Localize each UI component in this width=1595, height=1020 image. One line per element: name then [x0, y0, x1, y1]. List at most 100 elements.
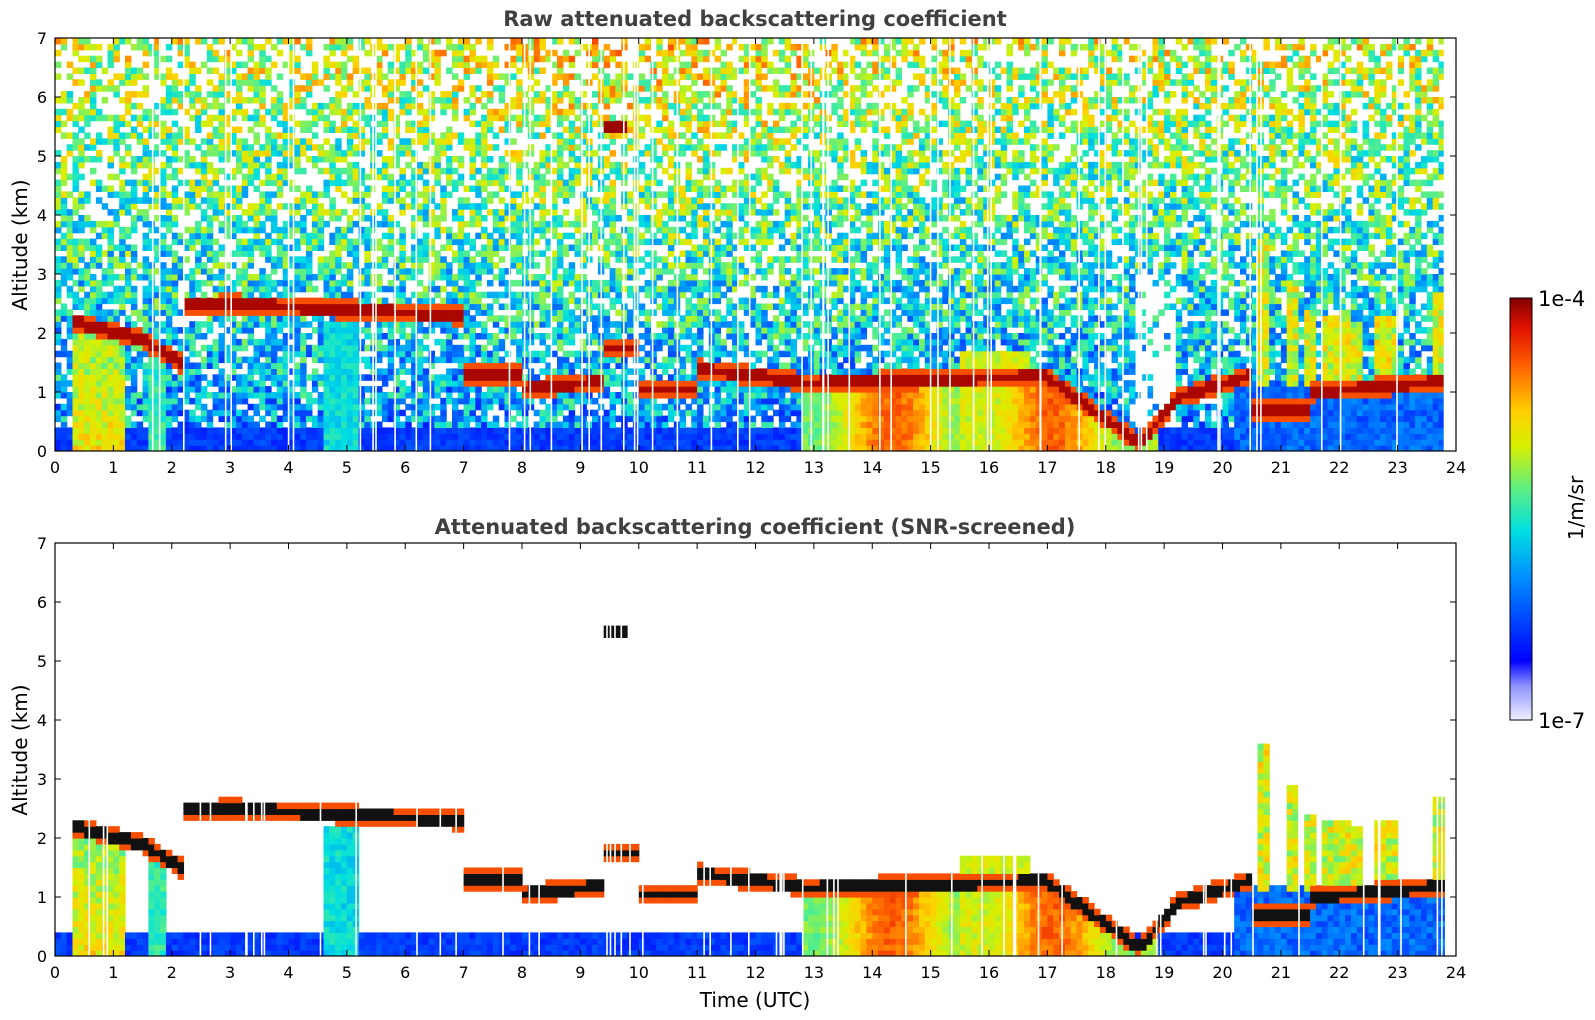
- heatmap-cell: [241, 338, 249, 346]
- heatmap-cell: [206, 67, 214, 74]
- heatmap-cell: [125, 350, 132, 358]
- heatmap-cell: [282, 203, 290, 210]
- heatmap-cell: [119, 156, 126, 163]
- heatmap-cell: [241, 392, 249, 399]
- heatmap-cell: [72, 291, 79, 299]
- heatmap-cell: [463, 291, 471, 299]
- heatmap-cell: [440, 433, 447, 440]
- heatmap-cell: [66, 209, 74, 216]
- heatmap-cell: [492, 445, 500, 451]
- heatmap-cell: [148, 268, 155, 275]
- heatmap-cell: [446, 380, 453, 387]
- heatmap-cell: [154, 291, 161, 299]
- heatmap-cell: [335, 268, 342, 275]
- heatmap-cell: [428, 315, 436, 322]
- heatmap-cell: [154, 415, 161, 423]
- heatmap-cell: [387, 279, 395, 287]
- heatmap-cell: [294, 439, 301, 446]
- heatmap-cell: [78, 344, 85, 352]
- heatmap-cell: [510, 333, 517, 340]
- heatmap-cell: [475, 392, 482, 399]
- heatmap-cell: [364, 309, 371, 316]
- heatmap-cell: [481, 185, 488, 192]
- heatmap-cell: [90, 368, 97, 375]
- heatmap-cell: [405, 297, 412, 305]
- heatmap-cell: [615, 120, 622, 128]
- heatmap-cell: [446, 132, 453, 139]
- heatmap-cell: [189, 61, 196, 69]
- heatmap-cell: [452, 209, 459, 216]
- heatmap-cell: [95, 61, 103, 69]
- heatmap-cell: [557, 179, 564, 187]
- heatmap-cell: [609, 421, 617, 428]
- heatmap-cell: [516, 232, 523, 240]
- heatmap-cell: [341, 315, 348, 322]
- heatmap-cell: [218, 409, 225, 417]
- heatmap-cell: [259, 303, 266, 310]
- heatmap-cell: [259, 274, 266, 281]
- heatmap-cell: [615, 238, 622, 246]
- heatmap-cell: [481, 397, 488, 405]
- heatmap-cell: [218, 427, 225, 434]
- heatmap-cell: [247, 279, 255, 287]
- heatmap-cell: [475, 150, 482, 157]
- heatmap-cell: [638, 97, 646, 104]
- heatmap-cell: [422, 356, 430, 364]
- heatmap-cell: [317, 167, 325, 175]
- heatmap-cell: [592, 102, 599, 110]
- heatmap-cell: [154, 132, 161, 139]
- heatmap-cell: [533, 79, 541, 86]
- heatmap-cell: [387, 191, 395, 198]
- heatmap-cell: [265, 238, 272, 246]
- heatmap-cell: [142, 362, 150, 369]
- heatmap-cell: [440, 91, 447, 98]
- heatmap-cell: [317, 303, 325, 310]
- heatmap-cell: [411, 97, 418, 104]
- heatmap-cell: [259, 250, 266, 257]
- heatmap-cell: [346, 315, 354, 322]
- heatmap-cell: [160, 138, 167, 145]
- heatmap-cell: [288, 91, 295, 98]
- heatmap-cell: [247, 403, 255, 411]
- heatmap-cell: [498, 380, 506, 387]
- heatmap-cell: [644, 350, 652, 358]
- heatmap-cell: [55, 120, 62, 128]
- heatmap-cell: [627, 344, 634, 352]
- heatmap-cell: [469, 403, 476, 411]
- heatmap-cell: [101, 291, 109, 299]
- heatmap-cell: [165, 132, 173, 139]
- heatmap-cell: [160, 167, 167, 175]
- heatmap-cell: [516, 433, 523, 440]
- heatmap-cell: [142, 268, 150, 275]
- heatmap-cell: [78, 297, 85, 305]
- heatmap-cell: [469, 439, 476, 446]
- heatmap-cell: [428, 321, 436, 328]
- heatmap-cell: [90, 415, 97, 423]
- heatmap-cell: [440, 256, 447, 263]
- heatmap-cell: [271, 285, 278, 293]
- heatmap-cell: [381, 303, 389, 310]
- heatmap-cell: [165, 327, 173, 334]
- heatmap-cell: [411, 73, 418, 80]
- heatmap-cell: [224, 350, 231, 358]
- heatmap-cell: [136, 73, 144, 80]
- heatmap-cell: [224, 73, 231, 80]
- heatmap-cell: [481, 362, 488, 369]
- heatmap-cell: [358, 439, 366, 446]
- heatmap-cell: [562, 49, 570, 57]
- heatmap-cell: [422, 85, 430, 92]
- heatmap-cell: [405, 61, 412, 69]
- heatmap-cell: [638, 238, 646, 246]
- heatmap-cell: [393, 197, 401, 204]
- heatmap-cell: [469, 156, 476, 163]
- heatmap-cell: [387, 327, 395, 334]
- heatmap-cell: [376, 173, 383, 181]
- heatmap-cell: [218, 297, 225, 305]
- heatmap-cell: [78, 108, 85, 116]
- heatmap-cell: [265, 79, 272, 86]
- heatmap-cell: [55, 238, 62, 246]
- heatmap-cell: [492, 439, 500, 446]
- heatmap-cell: [72, 433, 79, 440]
- heatmap-cell: [341, 421, 348, 428]
- heatmap-cell: [399, 368, 406, 375]
